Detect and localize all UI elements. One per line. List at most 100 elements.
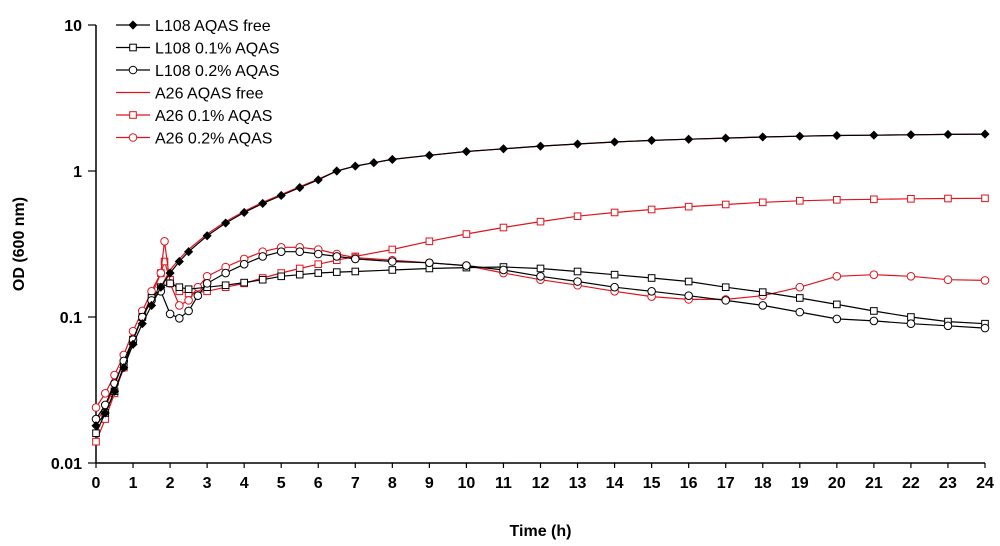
- data-point: [193, 291, 203, 300]
- y-tick-label: 1: [73, 164, 82, 181]
- data-point: [869, 130, 879, 140]
- legend-label: A26 0.2% AQAS: [155, 131, 272, 148]
- data-point: [221, 218, 231, 228]
- x-tick-label: 14: [606, 475, 624, 492]
- legend-label: L108 AQAS free: [155, 18, 271, 35]
- data-point: [684, 277, 693, 286]
- data-point: [369, 158, 379, 168]
- x-axis-title: Time (h): [510, 523, 572, 540]
- x-tick-label: 7: [351, 475, 360, 492]
- data-point: [869, 270, 879, 279]
- y-tick-label: 0.01: [51, 456, 82, 473]
- legend-marker: [128, 133, 138, 142]
- legend-label: L108 0.2% AQAS: [155, 63, 280, 80]
- data-point: [425, 258, 434, 268]
- data-point: [92, 437, 100, 446]
- legend-label: A26 0.1% AQAS: [155, 108, 272, 125]
- data-point: [833, 300, 841, 309]
- data-point: [758, 198, 767, 207]
- data-point: [202, 272, 212, 281]
- data-point: [165, 309, 175, 319]
- data-point: [573, 212, 582, 221]
- data-point: [721, 200, 730, 209]
- x-tick-label: 0: [92, 475, 101, 492]
- data-point: [314, 260, 323, 268]
- data-point: [166, 279, 174, 288]
- data-point: [128, 339, 138, 349]
- data-point: [721, 296, 731, 305]
- data-point: [184, 247, 194, 257]
- x-tick-label: 3: [203, 475, 212, 492]
- legend-marker: [129, 111, 137, 119]
- x-tick-label: 22: [902, 475, 920, 492]
- data-point: [351, 267, 360, 276]
- data-point: [833, 195, 841, 204]
- data-point: [100, 408, 110, 418]
- data-point: [572, 139, 583, 149]
- x-tick-label: 12: [532, 475, 550, 492]
- y-tick-label: 10: [64, 18, 82, 35]
- data-point: [462, 230, 471, 238]
- series-line: [95, 266, 986, 434]
- data-point: [160, 257, 169, 266]
- data-point: [184, 306, 193, 316]
- data-point: [91, 421, 101, 431]
- data-point: [258, 252, 267, 261]
- data-point: [610, 208, 619, 217]
- data-point: [239, 207, 249, 218]
- data-point: [387, 154, 397, 165]
- data-point: [869, 316, 879, 326]
- data-point: [276, 190, 286, 201]
- data-point: [92, 429, 100, 437]
- x-axis-ticks: 0 1 2 3 4 5 6 7 8 9 10 11 12 13 14 15 16 17 18 19 20 21 22 23 24: [92, 463, 994, 492]
- data-point: [944, 194, 952, 203]
- legend: L108 AQAS free L108 0.1% AQAS L108 0.2% AQ…: [116, 18, 280, 148]
- data-point: [721, 133, 731, 143]
- data-point: [758, 288, 767, 296]
- data-point: [684, 134, 694, 144]
- data-point: [277, 272, 286, 281]
- data-point: [610, 137, 620, 147]
- x-tick-label: 2: [166, 475, 175, 492]
- x-tick-label: 13: [569, 475, 587, 492]
- data-point: [350, 161, 360, 171]
- data-point: [100, 389, 110, 398]
- data-point: [156, 268, 166, 278]
- data-point: [137, 319, 147, 329]
- data-point: [906, 130, 916, 140]
- x-tick-label: 18: [754, 475, 772, 492]
- series-layer: [91, 129, 990, 446]
- y-axis-ticks: 0.01 0.1 1 10: [51, 18, 96, 473]
- y-axis-title: OD (600 nm): [11, 197, 28, 291]
- data-point: [313, 175, 323, 185]
- data-point: [147, 286, 156, 296]
- data-point: [684, 202, 693, 211]
- data-point: [239, 259, 249, 269]
- data-point: [175, 313, 184, 323]
- data-point: [907, 195, 915, 203]
- data-point: [91, 403, 101, 412]
- y-tick-label: 0.1: [60, 310, 82, 327]
- x-tick-label: 8: [388, 475, 397, 492]
- data-point: [943, 321, 953, 331]
- data-point: [332, 252, 342, 261]
- data-point: [425, 237, 434, 246]
- data-point: [193, 282, 203, 292]
- data-point: [795, 307, 805, 317]
- data-point: [332, 166, 342, 176]
- data-point: [832, 130, 842, 141]
- data-point: [146, 300, 157, 311]
- data-point: [980, 129, 990, 139]
- data-point: [258, 198, 268, 208]
- data-point: [536, 217, 545, 226]
- x-tick-label: 4: [240, 475, 249, 492]
- x-tick-label: 17: [717, 475, 735, 492]
- x-tick-label: 1: [129, 475, 138, 492]
- x-tick-label: 9: [425, 475, 434, 492]
- data-point: [573, 267, 582, 276]
- x-tick-label: 23: [939, 475, 957, 492]
- data-point: [647, 205, 656, 214]
- legend-marker: [128, 65, 138, 75]
- data-point: [462, 261, 471, 270]
